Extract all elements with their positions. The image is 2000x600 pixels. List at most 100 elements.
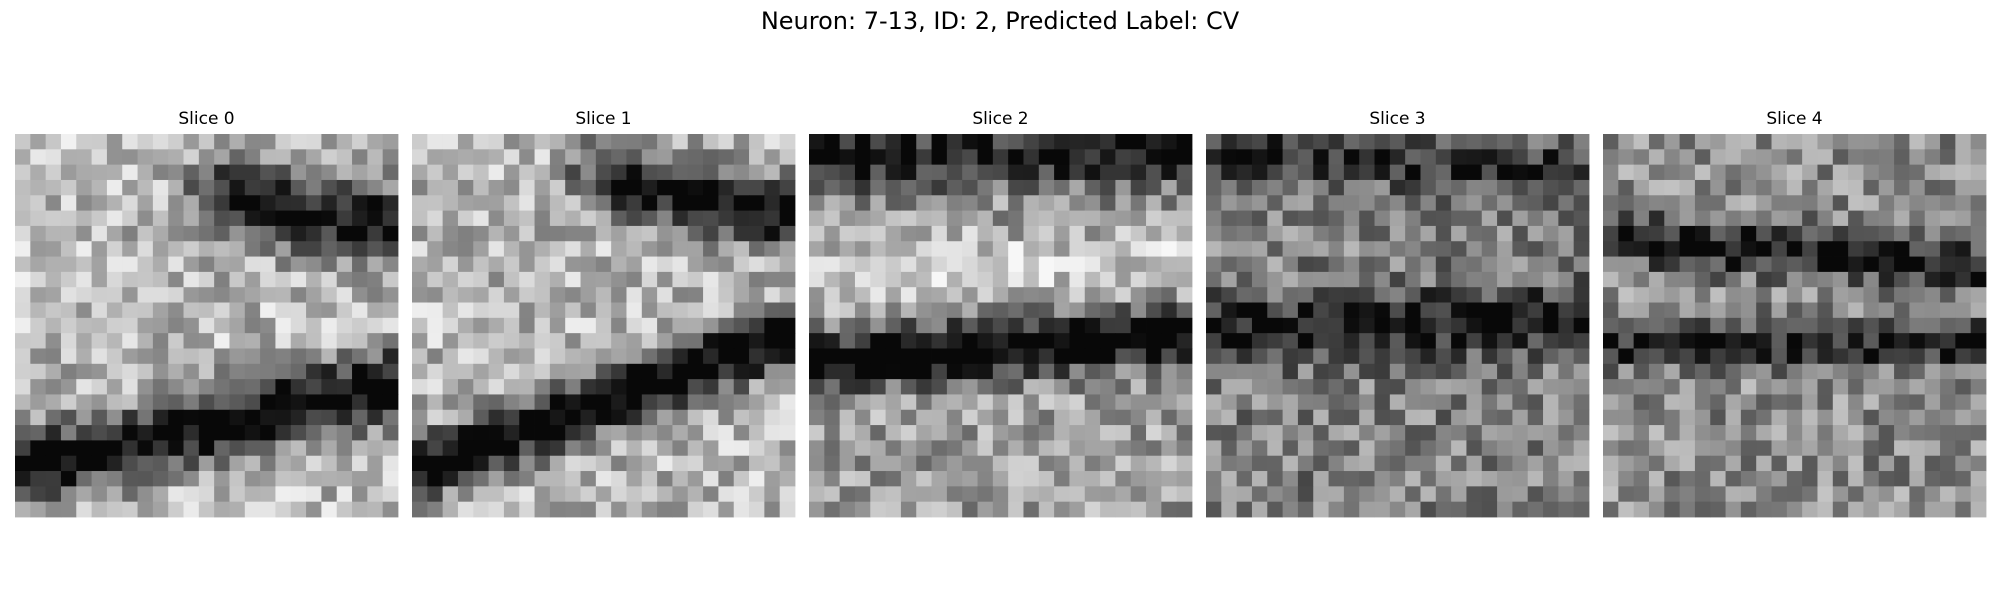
pixel <box>1435 333 1452 349</box>
pixel <box>672 363 689 380</box>
pixel <box>1130 179 1147 196</box>
pixel <box>824 149 841 166</box>
pixel <box>229 440 246 457</box>
pixel <box>183 409 200 426</box>
pixel <box>1221 440 1238 457</box>
pixel <box>1251 379 1268 395</box>
pixel <box>275 256 292 273</box>
pixel <box>1084 317 1101 334</box>
pixel <box>1100 348 1116 365</box>
pixel <box>1558 256 1575 273</box>
pixel <box>1894 195 1910 211</box>
pixel <box>244 317 261 334</box>
pixel <box>1573 225 1590 242</box>
pixel <box>931 210 948 227</box>
pixel <box>1008 210 1024 227</box>
pixel <box>412 241 428 257</box>
pixel <box>565 486 581 503</box>
pixel <box>152 409 169 426</box>
pixel <box>1802 440 1818 457</box>
pixel <box>824 256 841 273</box>
pixel <box>260 256 276 273</box>
panel-title: Slice 3 <box>1369 109 1425 129</box>
pixel <box>1863 241 1880 257</box>
pixel <box>1038 317 1055 334</box>
pixel <box>687 241 704 257</box>
pixel <box>1405 302 1421 319</box>
pixel <box>1297 379 1314 395</box>
pixel <box>1267 317 1283 334</box>
pixel <box>1481 271 1498 288</box>
pixel <box>1236 317 1253 334</box>
pixel <box>1267 179 1283 196</box>
pixel <box>1023 440 1040 457</box>
pixel <box>1573 302 1590 319</box>
slice-image <box>1206 134 1590 518</box>
pixel <box>214 409 230 426</box>
pixel <box>733 149 750 166</box>
pixel <box>1008 455 1024 472</box>
pixel <box>1038 210 1055 227</box>
pixel <box>519 425 535 441</box>
pixel <box>809 348 825 365</box>
pixel <box>703 287 719 303</box>
pixel <box>1206 149 1222 166</box>
pixel <box>290 225 307 242</box>
pixel <box>854 210 871 227</box>
pixel <box>106 164 123 181</box>
pixel <box>367 425 384 441</box>
pixel <box>1894 379 1910 395</box>
pixel <box>1236 379 1253 395</box>
pixel <box>1115 486 1132 503</box>
pixel <box>657 440 673 457</box>
pixel <box>1481 164 1498 181</box>
pixel <box>749 348 765 365</box>
pixel <box>412 471 428 487</box>
pixel <box>870 271 886 288</box>
pixel <box>457 271 474 288</box>
pixel <box>1251 225 1268 242</box>
pixel <box>290 317 307 334</box>
pixel <box>1894 210 1910 227</box>
pixel <box>854 363 871 380</box>
pixel <box>244 179 261 196</box>
pixel <box>611 348 627 365</box>
pixel <box>1282 256 1299 273</box>
pixel <box>1420 440 1437 457</box>
pixel <box>1618 394 1635 411</box>
pixel <box>1389 409 1406 426</box>
pixel <box>1130 455 1147 472</box>
pixel <box>1206 501 1222 518</box>
pixel <box>1161 134 1178 150</box>
pixel <box>60 425 77 441</box>
pixel <box>1633 164 1650 181</box>
pixel <box>1725 164 1742 181</box>
pixel <box>1466 440 1483 457</box>
pixel <box>1161 455 1178 472</box>
pixel <box>931 164 948 181</box>
pixel <box>1359 210 1375 227</box>
pixel <box>1740 195 1757 211</box>
pixel <box>1038 179 1055 196</box>
pixel <box>122 486 138 503</box>
pixel <box>122 241 138 257</box>
pixel <box>1603 425 1619 441</box>
pixel <box>412 256 428 273</box>
pixel <box>1069 363 1086 380</box>
pixel <box>1512 149 1529 166</box>
pixel <box>1786 256 1803 273</box>
pixel <box>60 149 77 166</box>
pixel <box>977 333 994 349</box>
pixel <box>488 425 505 441</box>
pixel <box>1054 195 1070 211</box>
pixel <box>214 455 230 472</box>
pixel <box>1786 302 1803 319</box>
pixel <box>870 348 886 365</box>
pixel <box>1543 440 1559 457</box>
pixel <box>1694 471 1711 487</box>
pixel <box>15 471 31 487</box>
pixel <box>946 256 963 273</box>
pixel <box>1267 164 1283 181</box>
pixel <box>1771 440 1788 457</box>
pixel <box>977 409 994 426</box>
